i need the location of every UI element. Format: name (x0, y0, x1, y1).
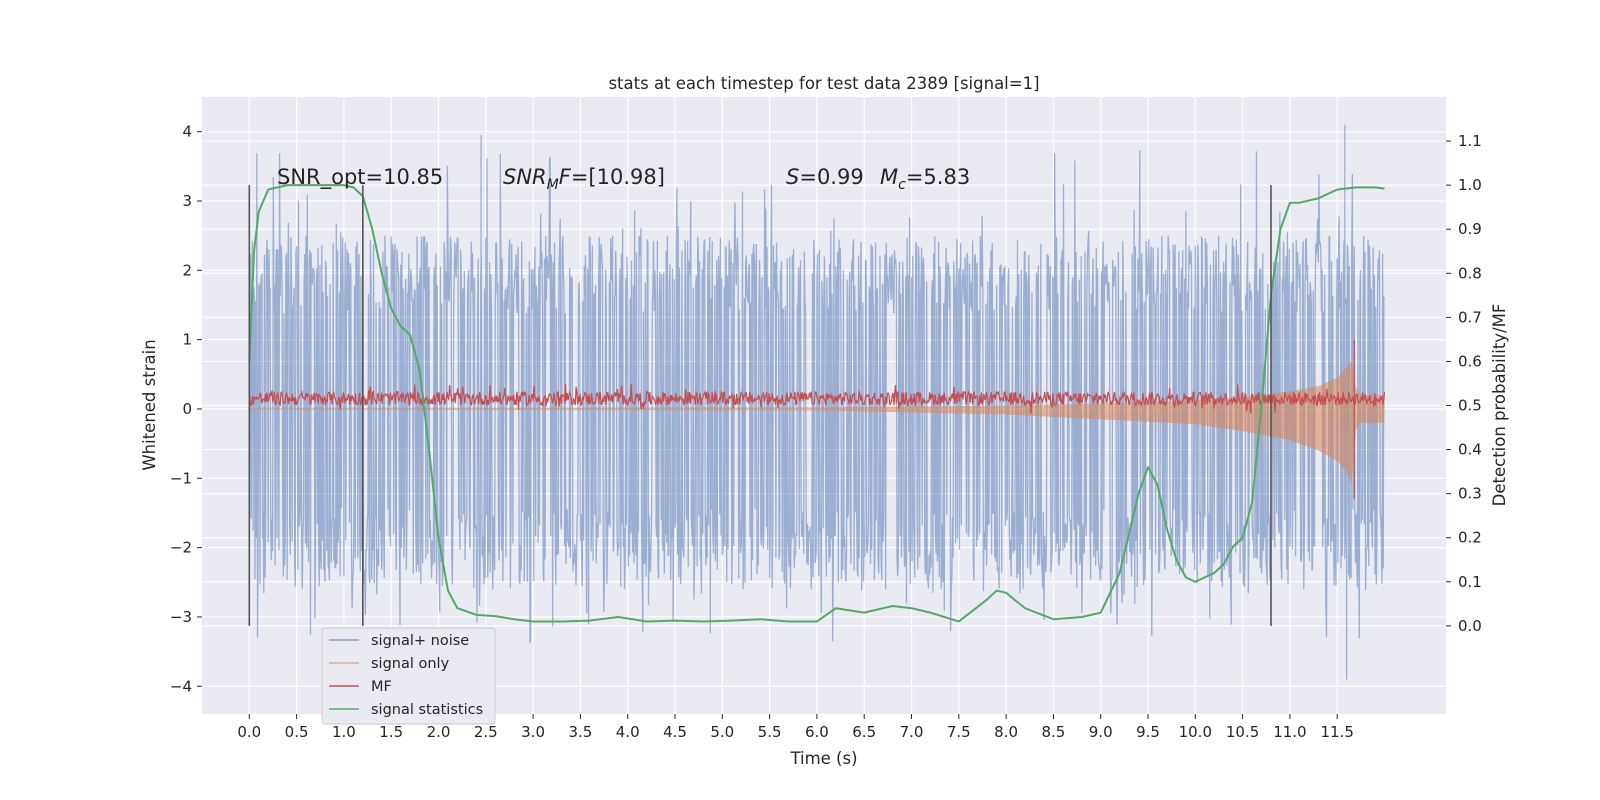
x-tick-label: 4.5 (663, 723, 687, 741)
annotation-mc-value: =5.83 (906, 165, 970, 189)
x-tick-label: 9.0 (1089, 723, 1113, 741)
legend-box (321, 627, 496, 725)
y-tick-label: 1 (182, 331, 192, 349)
y-tick-label: −3 (170, 608, 192, 626)
x-tick-label: 8.5 (1041, 723, 1065, 741)
y-tick-label: 3 (182, 192, 192, 210)
y-ticks: 4 3 2 1 0 −1 −2 −3 −4 (170, 123, 202, 695)
y2-tick-label: 0.7 (1458, 308, 1482, 326)
annotation-snr-mf-f: F (559, 165, 572, 189)
y-tick-label: 4 (182, 123, 192, 141)
y2-tick-label: 0.4 (1458, 441, 1482, 459)
x-tick-label: 10.5 (1226, 723, 1259, 741)
legend-label-signal-statistics: signal statistics (371, 702, 483, 718)
annotation-snr-mf: SNRMF=[10.98] (503, 165, 665, 193)
legend-label-signal-only: signal only (371, 656, 450, 672)
plot-series (248, 124, 1386, 680)
series-mf (248, 339, 1386, 500)
chart-title: stats at each timestep for test data 238… (608, 74, 1039, 93)
y-tick-label: 2 (182, 261, 192, 279)
x-tick-label: 2.5 (474, 723, 498, 741)
y-axis-label: Whitened strain (140, 339, 159, 470)
annotation-snr-mf-sub: M (547, 177, 559, 193)
x-tick-label: 4.0 (616, 723, 640, 741)
series-signal-statistics (248, 184, 1385, 623)
annotation-s-value: =0.99 (799, 165, 863, 189)
annotation-mc-sub: c (898, 177, 906, 193)
x-tick-label: 7.5 (947, 723, 971, 741)
x-tick-label: 0.5 (285, 723, 309, 741)
x-tick-label: 7.0 (900, 723, 924, 741)
y-tick-label: 0 (182, 400, 192, 418)
x-tick-label: 3.5 (568, 723, 592, 741)
annotation-mc-name: M (880, 165, 898, 189)
x-ticks: 0.0 0.5 1.0 1.5 2.0 2.5 3.0 3.5 4.0 4.5 5.0 5.5 6.0 6… (237, 714, 1354, 741)
x-tick-label: 6.0 (805, 723, 829, 741)
y2-tick-label: 0.0 (1458, 617, 1482, 635)
y-tick-label: −2 (170, 539, 192, 557)
y2-tick-label: 0.9 (1458, 220, 1482, 238)
annotation-snr-opt: SNR_opt=10.85 (277, 165, 443, 190)
x-tick-label: 11.5 (1321, 723, 1354, 741)
annotation-snr-mf-name: SNR (503, 165, 547, 189)
y-tick-label: −1 (170, 469, 192, 487)
annotation-snr-mf-value: =[10.98] (571, 165, 665, 189)
y2-tick-label: 0.3 (1458, 485, 1482, 503)
x-tick-label: 10.0 (1179, 723, 1212, 741)
legend: signal+ noise signal only MF signal stat… (321, 627, 496, 725)
y2-tick-label: 0.5 (1458, 397, 1482, 415)
y-tick-label: −4 (170, 677, 192, 695)
y2-tick-label: 0.1 (1458, 573, 1482, 591)
x-tick-label: 6.5 (852, 723, 876, 741)
y2-axis-label: Detection probability/MF (1490, 304, 1509, 507)
annotation-s: S=0.99 (786, 165, 864, 189)
x-tick-label: 3.0 (521, 723, 545, 741)
y2-tick-label: 1.1 (1458, 132, 1482, 150)
annotation-s-name: S (786, 165, 799, 189)
x-tick-label: 0.0 (237, 723, 261, 741)
x-tick-label: 5.0 (710, 723, 734, 741)
y2-tick-label: 0.2 (1458, 529, 1482, 547)
legend-label-signal-noise: signal+ noise (371, 633, 469, 649)
x-axis-label: Time (s) (789, 749, 857, 768)
y2-tick-label: 0.6 (1458, 352, 1482, 370)
legend-label-mf: MF (371, 679, 392, 695)
annotation-mc: Mc=5.83 (880, 165, 970, 193)
x-tick-label: 5.5 (758, 723, 782, 741)
x-tick-label: 9.5 (1136, 723, 1160, 741)
series-signal-noise (248, 124, 1386, 680)
x-tick-label: 1.5 (379, 723, 403, 741)
y2-ticks: 1.1 1.0 0.9 0.8 0.7 0.6 0.5 0.4 0.3 0.2 0.1 0.0 (1446, 132, 1482, 635)
x-tick-label: 1.0 (332, 723, 356, 741)
y2-tick-label: 0.8 (1458, 264, 1482, 282)
y2-tick-label: 1.0 (1458, 176, 1482, 194)
x-tick-label: 2.0 (427, 723, 451, 741)
x-tick-label: 11.0 (1273, 723, 1306, 741)
x-tick-label: 8.0 (994, 723, 1018, 741)
